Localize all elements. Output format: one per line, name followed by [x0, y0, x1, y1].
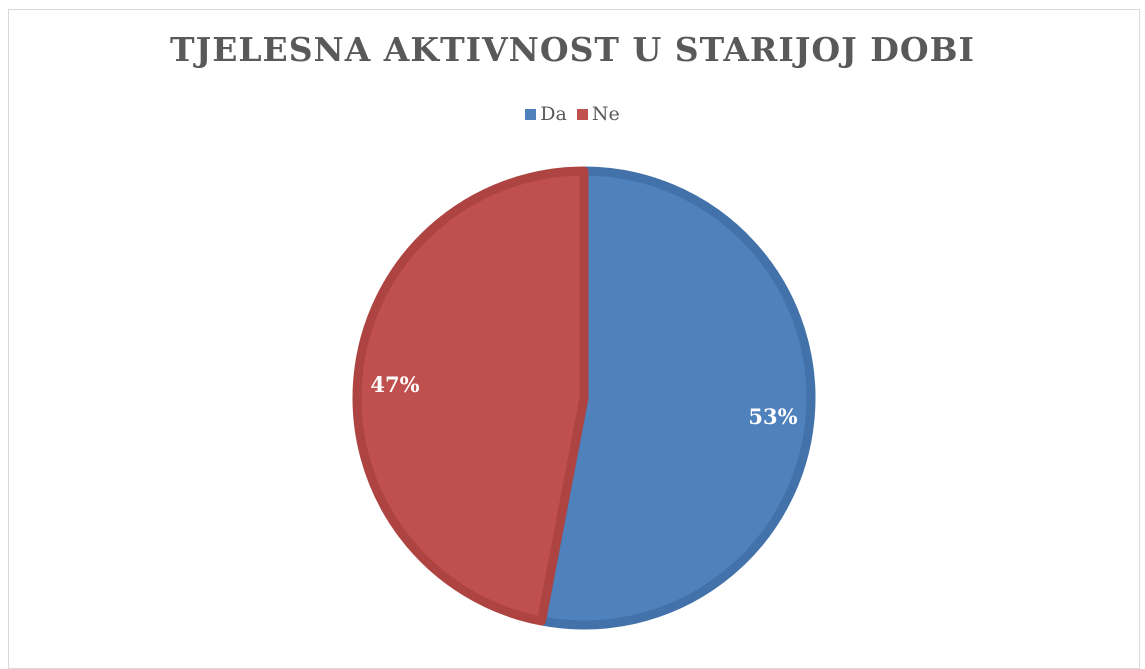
data-label-da: 53% — [748, 404, 797, 429]
legend-swatch-da — [525, 108, 537, 120]
legend-swatch-ne — [576, 108, 588, 120]
pie-slice-da — [536, 166, 816, 630]
chart-legend: Da Ne — [0, 103, 1145, 125]
data-label-ne: 47% — [370, 372, 419, 397]
legend-label-ne: Ne — [591, 103, 620, 125]
pie-slice-ne — [352, 166, 589, 626]
legend-item-ne: Ne — [576, 103, 620, 125]
pie-chart: 53% 47% — [352, 166, 816, 630]
legend-item-da: Da — [525, 103, 567, 125]
chart-title: TJELESNA AKTIVNOST U STARIJOJ DOBI — [170, 30, 975, 69]
legend-label-da: Da — [540, 103, 567, 125]
